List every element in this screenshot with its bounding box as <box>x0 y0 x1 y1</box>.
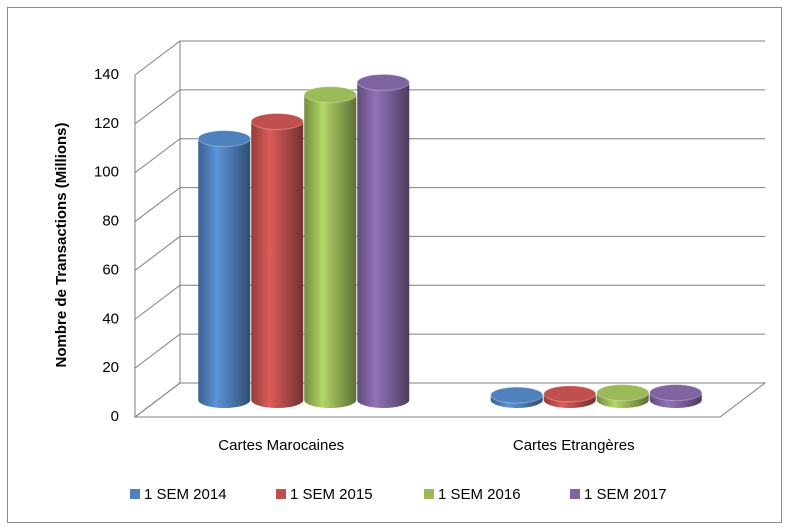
bar-top <box>596 384 650 402</box>
bar <box>304 94 357 409</box>
legend-swatch <box>130 489 140 499</box>
bar-top <box>490 386 544 404</box>
bar-top <box>649 384 703 402</box>
y-tick-label: 60 <box>102 261 119 278</box>
y-tick-label: 40 <box>102 310 119 327</box>
bar-top <box>250 113 304 131</box>
y-tick-label: 140 <box>94 66 119 83</box>
y-axis-title: Nombre de Transactions (Millions) <box>53 122 70 367</box>
legend-label: 1 SEM 2015 <box>290 486 373 503</box>
bar <box>198 138 251 408</box>
legend-swatch <box>276 489 286 499</box>
y-tick-label: 0 <box>111 408 119 425</box>
legend-label: 1 SEM 2014 <box>144 486 227 503</box>
y-tick-label: 100 <box>94 164 119 181</box>
y-tick-label: 80 <box>102 213 119 230</box>
x-tick-label: Cartes Etrangères <box>513 437 635 454</box>
bar <box>251 121 304 408</box>
bar-top <box>197 130 251 148</box>
bar <box>357 82 410 408</box>
legend-swatch <box>424 489 434 499</box>
legend-label: 1 SEM 2016 <box>438 486 521 503</box>
bar-top <box>303 86 357 104</box>
x-tick-label: Cartes Marocaines <box>218 437 344 454</box>
legend-label: 1 SEM 2017 <box>584 486 667 503</box>
y-tick-label: 20 <box>102 359 119 376</box>
legend-swatch <box>570 489 580 499</box>
bar-top <box>356 73 410 91</box>
bar-top <box>543 385 597 403</box>
y-tick-label: 120 <box>94 115 119 132</box>
